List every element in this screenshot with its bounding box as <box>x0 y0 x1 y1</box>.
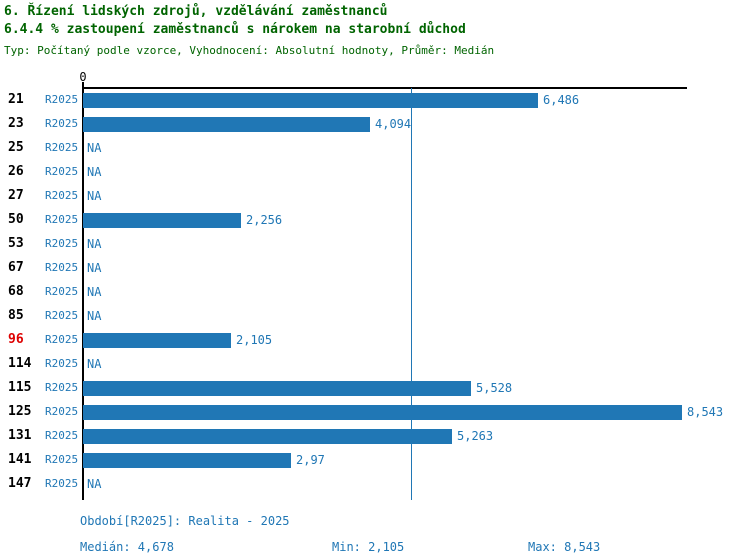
row-period-label: R2025 <box>45 141 79 154</box>
row-period-label: R2025 <box>45 117 79 130</box>
bar <box>83 429 452 444</box>
na-value-label: NA <box>87 237 102 251</box>
row-period-label: R2025 <box>45 309 79 322</box>
plot-top-border <box>83 87 687 89</box>
bar-value-label: 8,543 <box>687 405 724 419</box>
row-period-label: R2025 <box>45 405 79 418</box>
row-category-label: 131 <box>8 428 32 443</box>
na-value-label: NA <box>87 285 102 299</box>
row-period-label: R2025 <box>45 453 79 466</box>
bar-value-label: 2,256 <box>246 213 283 227</box>
bar-value-label: 4,094 <box>375 117 412 131</box>
row-period-label: R2025 <box>45 285 79 298</box>
y-axis-line <box>82 82 84 500</box>
bar <box>83 93 538 108</box>
bar-value-label: 5,528 <box>476 381 513 395</box>
row-category-label: 50 <box>8 212 24 227</box>
median-reference-line <box>411 88 412 500</box>
chart-title-line2: 6.4.4 % zastoupení zaměstnanců s nárokem… <box>4 22 466 37</box>
bar-value-label: 2,97 <box>296 453 325 467</box>
na-value-label: NA <box>87 309 102 323</box>
bar <box>83 453 291 468</box>
row-category-label: 25 <box>8 140 24 155</box>
row-category-label: 53 <box>8 236 24 251</box>
bar <box>83 117 370 132</box>
row-category-label: 96 <box>8 332 24 347</box>
na-value-label: NA <box>87 357 102 371</box>
row-category-label: 23 <box>8 116 24 131</box>
row-period-label: R2025 <box>45 165 79 178</box>
row-category-label: 21 <box>8 92 24 107</box>
row-period-label: R2025 <box>45 237 79 250</box>
row-period-label: R2025 <box>45 213 79 226</box>
bar <box>83 213 241 228</box>
footer-median-label: Medián: 4,678 <box>80 540 174 554</box>
bar <box>83 333 231 348</box>
footer-max-label: Max: 8,543 <box>528 540 601 554</box>
row-period-label: R2025 <box>45 357 79 370</box>
bar-value-label: 2,105 <box>236 333 273 347</box>
row-category-label: 68 <box>8 284 24 299</box>
footer-min-label: Min: 2,105 <box>332 540 405 554</box>
row-period-label: R2025 <box>45 189 79 202</box>
chart-subtitle: Typ: Počítaný podle vzorce, Vyhodnocení:… <box>4 44 495 57</box>
row-period-label: R2025 <box>45 429 79 442</box>
na-value-label: NA <box>87 165 102 179</box>
row-period-label: R2025 <box>45 93 79 106</box>
row-period-label: R2025 <box>45 477 79 490</box>
bar-value-label: 6,486 <box>543 93 580 107</box>
bar-value-label: 5,263 <box>457 429 494 443</box>
row-category-label: 67 <box>8 260 24 275</box>
row-category-label: 85 <box>8 308 24 323</box>
row-period-label: R2025 <box>45 381 79 394</box>
row-category-label: 26 <box>8 164 24 179</box>
na-value-label: NA <box>87 477 102 491</box>
row-period-label: R2025 <box>45 261 79 274</box>
na-value-label: NA <box>87 189 102 203</box>
chart-title-line1: 6. Řízení lidských zdrojů, vzdělávání za… <box>4 4 388 19</box>
footer-period-label: Období[R2025]: Realita - 2025 <box>80 514 290 528</box>
na-value-label: NA <box>87 261 102 275</box>
row-category-label: 141 <box>8 452 32 467</box>
row-category-label: 114 <box>8 356 32 371</box>
row-category-label: 125 <box>8 404 32 419</box>
bar <box>83 405 682 420</box>
row-category-label: 147 <box>8 476 32 491</box>
bar <box>83 381 471 396</box>
x-axis-zero-tick-label: 0 <box>79 70 87 84</box>
na-value-label: NA <box>87 141 102 155</box>
row-category-label: 115 <box>8 380 32 395</box>
row-period-label: R2025 <box>45 333 79 346</box>
row-category-label: 27 <box>8 188 24 203</box>
